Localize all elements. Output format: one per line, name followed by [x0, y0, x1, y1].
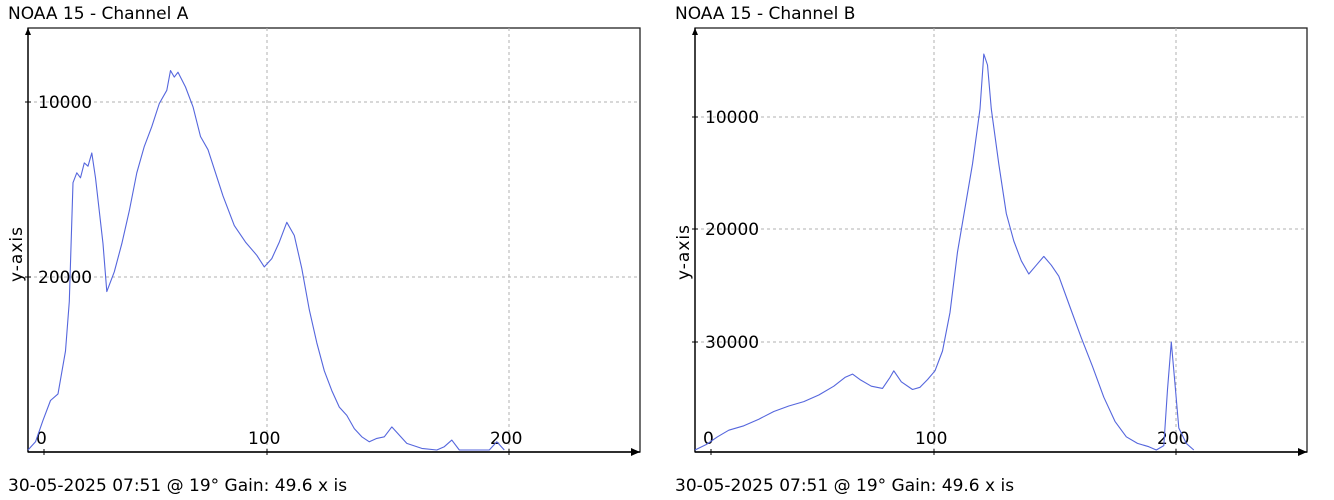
chart-svg-a: 0 100 200 10000 20000 y-axis — [7, 27, 641, 456]
y-tick-label: 10000 — [705, 108, 759, 128]
y-axis-label: y-axis — [674, 224, 694, 280]
y-tick-label: 20000 — [705, 220, 759, 240]
footer-text: 30-05-2025 07:51 @ 19° Gain: 49.6 — [8, 476, 313, 496]
chart-panel-a: NOAA 15 - Channel A 0 100 200 10000 20000 y-a… — [7, 4, 641, 496]
footer-tail: x is — [318, 476, 348, 496]
y-tick-label: 20000 — [38, 268, 92, 288]
plot-frame — [694, 27, 1308, 453]
chart-footer: 30-05-2025 07:51 @ 19° Gain: 49.6 x is — [8, 476, 347, 496]
y-tick-label: 10000 — [38, 93, 92, 113]
plot-frame — [27, 27, 641, 453]
x-tick-label: 0 — [703, 429, 714, 449]
x-tick-label: 100 — [915, 429, 947, 449]
y-axis-arrow — [692, 28, 698, 35]
y-axis-arrow — [25, 28, 31, 35]
footer-text: 30-05-2025 07:51 @ 19° Gain: 49.6 — [675, 476, 980, 496]
x-tick-label: 0 — [36, 429, 47, 449]
x-axis-arrow — [1298, 448, 1307, 456]
series-line — [27, 69, 505, 451]
y-axis-label: y-axis — [7, 226, 27, 282]
chart-footer: 30-05-2025 07:51 @ 19° Gain: 49.6 x is — [675, 476, 1014, 496]
x-tick-label: 200 — [490, 429, 522, 449]
footer-tail: x is — [985, 476, 1015, 496]
series-line — [694, 53, 1195, 451]
x-axis-arrow — [631, 448, 640, 456]
chart-title: NOAA 15 - Channel B — [675, 4, 856, 24]
chart-panel-b: NOAA 15 - Channel B 0 100 200 10000 20000 300… — [667, 0, 1334, 500]
chart-title: NOAA 15 - Channel A — [8, 4, 189, 24]
y-tick-label: 30000 — [705, 333, 759, 353]
x-tick-label: 100 — [248, 429, 280, 449]
